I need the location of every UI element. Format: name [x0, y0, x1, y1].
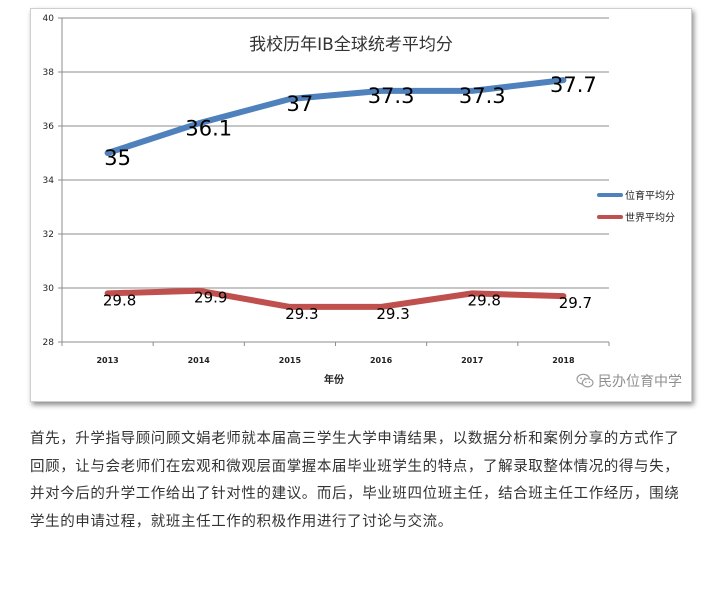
data-point — [380, 90, 382, 92]
data-label: 29.9 — [194, 289, 227, 307]
data-point — [198, 290, 200, 292]
data-label: 29.8 — [103, 291, 136, 309]
y-tick-label: 28 — [43, 338, 55, 348]
gridlines — [58, 17, 610, 346]
data-label: 29.8 — [468, 291, 501, 309]
legend-label: 位育平均分 — [625, 189, 675, 202]
data-label: 29.3 — [285, 305, 318, 323]
data-point — [471, 292, 473, 294]
data-point — [562, 79, 564, 81]
x-tick-label: 2015 — [279, 356, 302, 365]
data-label: 37 — [287, 92, 314, 116]
x-tick-label: 2017 — [461, 356, 483, 365]
y-tick-label: 38 — [43, 68, 55, 78]
y-tick-label: 32 — [43, 230, 54, 240]
data-point — [562, 295, 564, 297]
y-tick-label: 36 — [43, 122, 55, 132]
x-tick-label: 2013 — [96, 356, 118, 365]
series-line — [104, 287, 567, 310]
watermark: 民办位育中学 — [576, 371, 682, 391]
series-lines — [104, 77, 567, 310]
data-point — [107, 152, 109, 154]
data-point — [471, 90, 473, 92]
y-tick-labels: 28 30 32 34 36 38 40 — [43, 14, 55, 348]
x-tick-label: 2016 — [370, 356, 393, 365]
data-point — [107, 292, 109, 294]
data-label: 37.3 — [368, 84, 415, 108]
chart-title: 我校历年IB全球统考平均分 — [249, 35, 453, 55]
data-point — [289, 306, 291, 308]
y-tick-label: 34 — [43, 176, 55, 186]
data-point — [380, 306, 382, 308]
x-tick-label: 2014 — [188, 356, 211, 365]
data-labels: 35 36.1 37 37.3 37.3 37.7 29.8 29.9 29.3 29.3 29.8… — [103, 73, 597, 323]
data-label: 29.7 — [559, 294, 592, 312]
chart-figure: 28 30 32 34 36 38 40 2013 2014 2015 2016 2017 2018 … — [30, 8, 692, 402]
y-tick-label: 30 — [43, 284, 55, 294]
data-label: 29.3 — [376, 305, 409, 323]
watermark-text: 民办位育中学 — [598, 374, 682, 390]
y-tick-label: 40 — [43, 14, 55, 24]
data-label: 37.7 — [550, 73, 597, 97]
x-tick-labels: 2013 2014 2015 2016 2017 2018 — [96, 356, 575, 365]
series-line — [104, 77, 567, 156]
data-point — [198, 122, 200, 124]
data-point — [289, 98, 291, 100]
data-label: 37.3 — [459, 84, 506, 108]
x-tick-label: 2018 — [552, 356, 575, 365]
x-axis-label: 年份 — [324, 373, 345, 386]
data-label: 36.1 — [185, 116, 232, 140]
wechat-icon — [576, 373, 594, 388]
data-label: 35 — [104, 146, 131, 170]
legend-label: 世界平均分 — [625, 212, 675, 224]
article-paragraph: 首先，升学指导顾问顾文娟老师就本届高三学生大学申请结果，以数据分析和案例分享的方… — [30, 431, 680, 530]
